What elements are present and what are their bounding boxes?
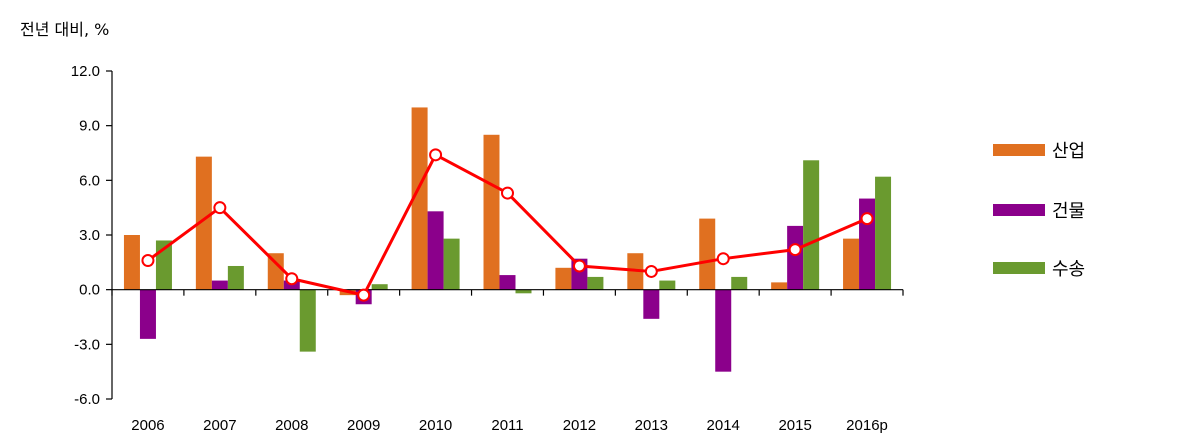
bar-series-1-2014	[699, 218, 716, 290]
x-tick-label: 2007	[203, 417, 236, 434]
line-point-2016p	[860, 212, 874, 226]
bar-series-3-2011	[515, 289, 532, 294]
line-point-2015	[788, 243, 802, 257]
legend-label-2: 건물	[1052, 201, 1085, 222]
bar-series-2-2014	[715, 289, 732, 372]
bar-series-1-2011	[483, 134, 500, 290]
x-tick-label: 2015	[778, 417, 811, 434]
line-point-2006	[141, 254, 155, 268]
y-tick-label: -3.0	[74, 336, 100, 353]
line-layer	[141, 148, 874, 302]
bar-series-3-2014	[731, 276, 748, 290]
line-point-2014	[716, 252, 730, 266]
x-tick-label: 2012	[563, 417, 596, 434]
line-point-2008	[285, 272, 299, 286]
x-tick-label: 2014	[707, 417, 740, 434]
axes-layer: 12.0 9.0 6.0 3.0 0.0 -3.0 -6.0 2006 2007 2008 2009…	[71, 63, 904, 434]
line-point-2011	[501, 186, 514, 200]
line-point-2012	[572, 259, 586, 273]
line-point-2010	[429, 148, 443, 162]
bar-series-1-2012	[555, 267, 572, 290]
legend-label-1: 산업	[1052, 141, 1085, 162]
bar-series-2-2011	[499, 275, 516, 290]
x-tick-label: 2011	[491, 417, 523, 434]
bars-layer	[123, 107, 892, 372]
bar-series-3-2016p	[875, 176, 892, 290]
bar-series-1-2008	[267, 253, 284, 290]
y-tick-label: 12.0	[71, 63, 100, 80]
x-tick-label: 2013	[635, 417, 668, 434]
bar-series-1-2006	[123, 235, 140, 290]
legend-swatch-2	[993, 204, 1045, 216]
bar-series-1-2015	[771, 282, 788, 290]
y-tick-label: 9.0	[79, 118, 100, 135]
y-tick-label: 6.0	[79, 172, 100, 189]
bar-series-2-2006	[139, 289, 156, 339]
bar-series-3-2007	[227, 265, 244, 290]
x-tick-label: 2009	[347, 417, 380, 434]
bar-series-2-2010	[427, 211, 444, 290]
bar-series-3-2010	[443, 238, 460, 290]
bar-series-1-2016p	[843, 238, 860, 290]
x-tick-label: 2010	[419, 417, 452, 434]
bar-series-2-2007	[211, 280, 228, 290]
line-point-2009	[357, 288, 371, 302]
x-tick-label: 2016p	[846, 417, 888, 434]
legend-label-3: 수송	[1052, 259, 1085, 280]
bar-series-1-2010	[411, 107, 428, 290]
y-tick-label: -6.0	[74, 391, 100, 408]
bar-series-3-2015	[803, 160, 820, 290]
bar-series-3-2013	[659, 280, 676, 290]
y-axis-title: 전년 대비, %	[20, 20, 109, 39]
legend-swatch-3	[993, 262, 1045, 274]
y-tick-label: 0.0	[79, 282, 100, 299]
line-point-2007	[213, 201, 227, 215]
bar-series-2-2015	[787, 225, 804, 290]
line-series-1	[147, 153, 868, 297]
bar-series-3-2008	[299, 289, 316, 352]
bar-series-3-2012	[587, 276, 604, 290]
line-point-2013	[644, 264, 658, 278]
x-tick-label: 2008	[275, 417, 308, 434]
bar-series-3-2009	[371, 284, 388, 290]
y-tick-label: 3.0	[79, 227, 100, 244]
bar-series-2-2013	[643, 289, 660, 319]
x-tick-label: 2006	[131, 417, 164, 434]
legend-swatch-1	[993, 144, 1045, 156]
bar-series-1-2007	[195, 156, 212, 290]
